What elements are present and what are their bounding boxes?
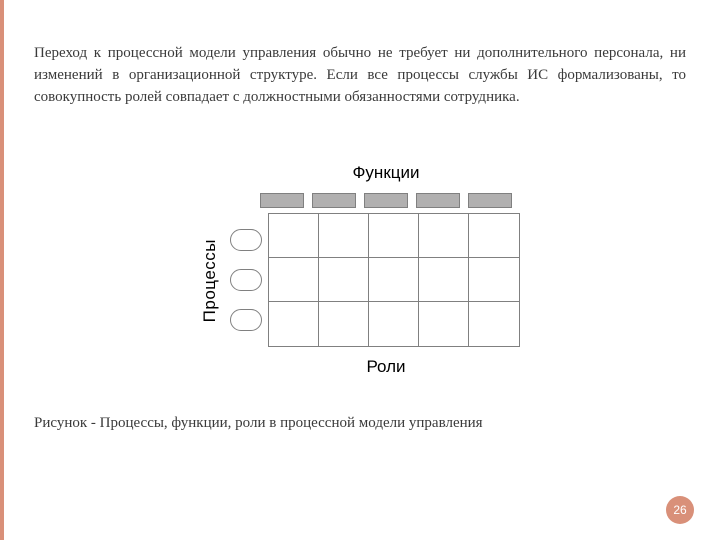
grid-cell [419, 214, 469, 258]
grid-cell [469, 302, 519, 346]
label-roles: Роли [366, 357, 405, 377]
slide-page: Переход к процессной модели управления о… [0, 0, 720, 432]
grid-cell [369, 302, 419, 346]
grid-row [269, 302, 519, 346]
label-processes: Процессы [200, 239, 220, 322]
grid-cell [319, 214, 369, 258]
page-number: 26 [673, 503, 686, 517]
figure-caption: Рисунок - Процессы, функции, роли в проц… [34, 415, 686, 432]
grid-row [269, 214, 519, 258]
grid-row [269, 258, 519, 302]
grid-cell [369, 214, 419, 258]
function-box [364, 193, 408, 208]
processes-column [230, 229, 262, 331]
function-box [312, 193, 356, 208]
body-paragraph: Переход к процессной модели управления о… [34, 43, 686, 108]
grid-cell [469, 258, 519, 302]
page-number-badge: 26 [666, 496, 694, 524]
roles-grid [268, 213, 520, 347]
grid-cell [469, 214, 519, 258]
function-box [416, 193, 460, 208]
label-functions: Функции [353, 163, 420, 183]
functions-row [260, 193, 512, 208]
process-model-diagram: Функции Процессы [34, 163, 686, 377]
grid-cell [269, 258, 319, 302]
grid-cell [319, 302, 369, 346]
function-box [260, 193, 304, 208]
function-box [468, 193, 512, 208]
left-accent-bar [0, 0, 4, 540]
process-box [230, 229, 262, 251]
diagram-mid-row: Процессы [200, 213, 520, 347]
grid-cell [419, 258, 469, 302]
grid-cell [419, 302, 469, 346]
process-box [230, 269, 262, 291]
grid-cell [319, 258, 369, 302]
grid-cell [269, 214, 319, 258]
grid-cell [369, 258, 419, 302]
process-box [230, 309, 262, 331]
grid-cell [269, 302, 319, 346]
